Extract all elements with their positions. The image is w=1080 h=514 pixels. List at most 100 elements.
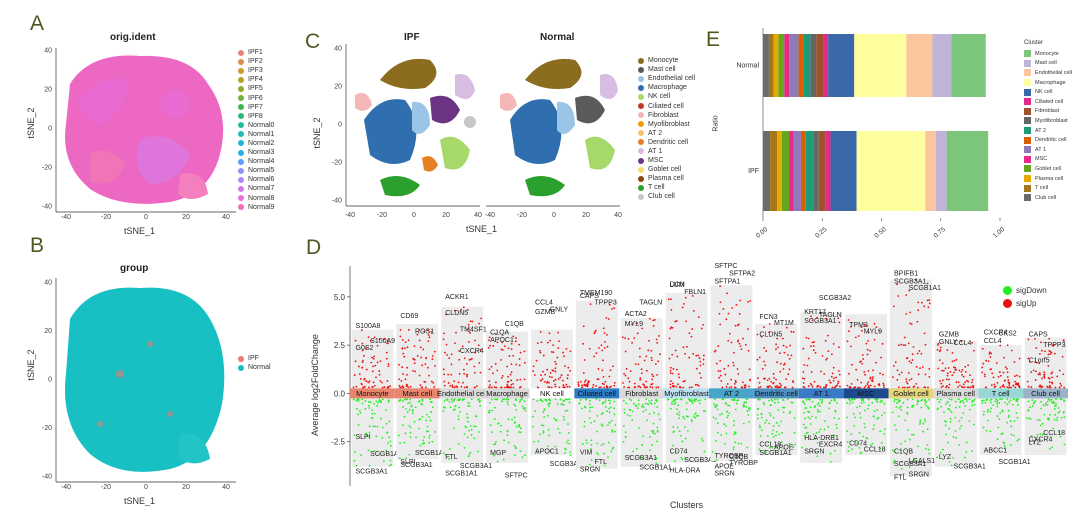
sig-up-point <box>830 353 833 356</box>
sig-down-point <box>589 406 592 409</box>
sig-down-point <box>805 432 808 435</box>
sig-up-point <box>960 370 963 373</box>
bar-segment <box>825 131 831 211</box>
sig-down-point <box>518 400 521 403</box>
sig-down-point <box>368 464 371 467</box>
sig-down-point <box>1016 439 1019 442</box>
sig-down-point <box>553 417 556 420</box>
sig-up-point <box>908 360 911 363</box>
sig-up-point <box>880 356 883 359</box>
sig-up-point <box>1018 386 1021 389</box>
sig-up-point <box>671 372 674 375</box>
sig-down-point <box>766 435 769 438</box>
sig-up-point <box>778 382 781 385</box>
sig-up-point <box>494 363 497 365</box>
sig-up-point <box>519 386 522 388</box>
panel-c-legend-item: Goblet cell <box>638 165 695 174</box>
sig-up-point <box>640 372 643 375</box>
sig-up-point <box>867 370 870 372</box>
sig-up-point <box>1006 386 1009 389</box>
sig-down-point <box>421 399 424 402</box>
sig-down-point <box>893 459 896 462</box>
sig-up-point <box>678 376 681 379</box>
sig-up-point <box>624 374 627 377</box>
sig-up-point <box>473 371 476 374</box>
sig-up-point <box>1040 349 1043 352</box>
sig-down-point <box>938 401 941 404</box>
sig-up-point <box>371 370 374 373</box>
sig-up-point <box>442 368 445 371</box>
sig-down-point <box>736 399 738 402</box>
sig-up-point <box>372 357 375 360</box>
cluster-points <box>1025 337 1066 450</box>
sig-up-point <box>535 359 538 362</box>
legend-swatch <box>1003 286 1012 295</box>
sig-down-point <box>716 422 719 425</box>
legend-label: MSC <box>648 157 664 165</box>
sig-up-point <box>406 346 409 349</box>
sig-up-point <box>405 385 408 388</box>
sig-up-point <box>823 372 826 375</box>
sig-down-point <box>635 447 638 450</box>
sig-up-point <box>867 384 870 387</box>
sig-down-point <box>996 401 998 403</box>
sig-down-point <box>506 434 509 437</box>
sig-up-point <box>861 329 863 332</box>
sig-up-point <box>488 386 491 389</box>
sig-up-point <box>784 386 787 389</box>
panel-d-legend-item: sigUp <box>1003 297 1047 310</box>
sig-down-point <box>1016 416 1019 419</box>
sig-up-point <box>907 372 910 374</box>
panel-c-legend-item: AT 2 <box>638 129 695 138</box>
sig-up-point <box>817 385 820 387</box>
sig-up-point <box>604 380 607 383</box>
sig-up-point <box>374 364 377 367</box>
bar-segment <box>816 34 824 97</box>
sig-up-point <box>997 375 1000 378</box>
sig-up-point <box>1007 381 1010 384</box>
sig-up-point <box>775 348 777 351</box>
sig-up-point <box>682 380 685 383</box>
sig-up-point <box>563 386 566 389</box>
sig-up-point <box>379 360 382 363</box>
cluster-points <box>936 340 976 467</box>
sig-down-point <box>652 430 655 432</box>
sig-down-point <box>488 411 491 414</box>
sig-down-point <box>468 405 471 407</box>
sig-down-point <box>402 424 404 427</box>
sig-down-point <box>492 443 495 446</box>
sig-down-point <box>423 436 426 438</box>
sig-down-point <box>989 401 992 404</box>
sig-down-point <box>960 400 962 403</box>
sig-down-point <box>715 440 717 442</box>
sig-down-point <box>430 401 433 403</box>
sig-up-point <box>861 362 864 365</box>
sig-up-point <box>551 376 553 379</box>
sig-down-point <box>778 433 780 436</box>
sig-up-point <box>557 347 560 349</box>
sig-down-point <box>652 431 654 434</box>
sig-up-point <box>902 344 905 347</box>
sig-down-point <box>1046 417 1049 420</box>
bar-segment <box>906 34 933 97</box>
sig-up-point <box>768 377 771 380</box>
sig-down-point <box>1038 419 1041 422</box>
sig-up-point <box>372 365 374 368</box>
sig-up-point <box>928 368 931 370</box>
sig-up-point <box>914 278 917 281</box>
sig-up-point <box>812 349 815 352</box>
sig-down-point <box>904 419 907 422</box>
sig-up-point <box>613 307 616 309</box>
sig-up-point <box>1027 385 1030 388</box>
sig-up-point <box>756 358 759 361</box>
sig-down-point <box>645 398 648 401</box>
legend-label: Normal5 <box>248 167 275 175</box>
sig-up-point <box>772 372 775 375</box>
sig-up-point <box>847 372 850 375</box>
legend-label: IPF5 <box>248 85 263 93</box>
sig-up-point <box>628 380 631 383</box>
sig-down-point <box>448 457 450 460</box>
sig-down-point <box>994 400 997 403</box>
sig-up-point <box>365 380 368 383</box>
gene-label-up: MT1M <box>774 320 794 327</box>
